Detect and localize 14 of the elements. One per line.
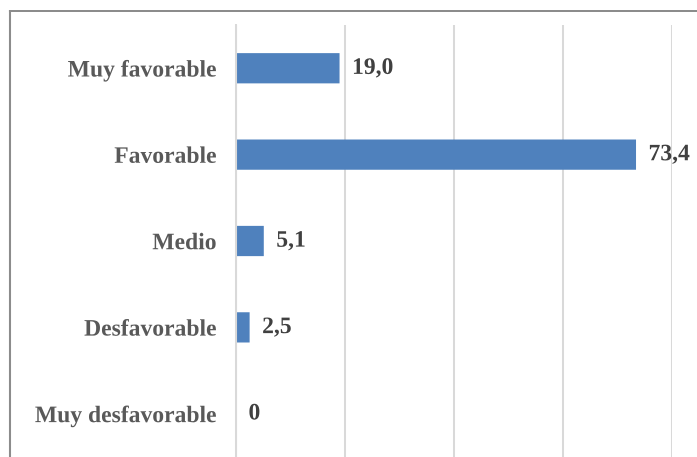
y-tick-label: Medio [152, 232, 216, 250]
data-label: 2,5 [263, 317, 291, 337]
bar [236, 226, 264, 256]
bar [236, 53, 340, 84]
y-tick-label: Muy desfavorable [35, 405, 216, 428]
y-tick-label: Desfavorable [84, 318, 216, 336]
y-tick-label: Favorable [114, 146, 216, 164]
data-label: 5,1 [277, 231, 305, 250]
bar [236, 139, 636, 170]
data-label: 73,4 [650, 144, 690, 164]
y-tick-label: Muy favorable [68, 60, 216, 82]
data-label: 19,0 [354, 58, 392, 78]
bar [236, 312, 250, 343]
data-label: 0 [249, 404, 260, 420]
